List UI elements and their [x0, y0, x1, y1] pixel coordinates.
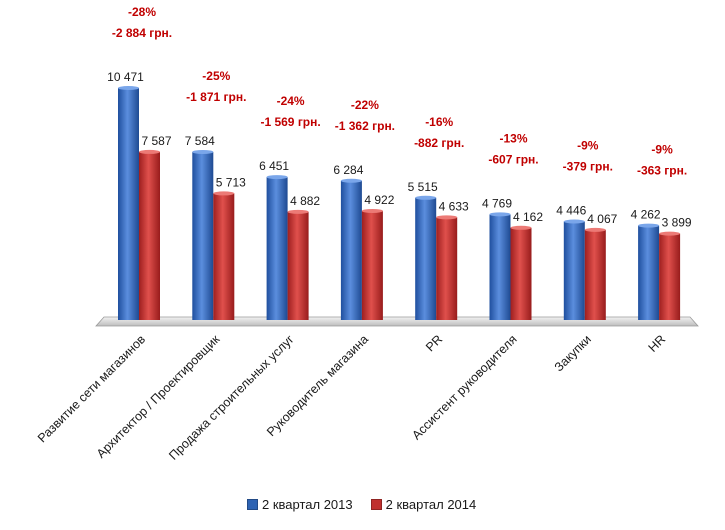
value-label-2014: 4 922 [364, 193, 394, 207]
value-label-2013: 6 284 [333, 163, 363, 177]
change-percent-label: -22% [351, 98, 379, 112]
bar-2014 [361, 210, 383, 320]
bar-top-2014 [213, 191, 235, 196]
bar-2013 [340, 180, 362, 320]
change-percent-label: -16% [425, 115, 453, 129]
value-label-2014: 4 067 [587, 212, 617, 226]
bar-2013 [489, 214, 511, 320]
bar-2014 [139, 151, 160, 320]
change-amount-label: -1 569 грн. [260, 115, 320, 129]
value-label-2013: 4 769 [482, 196, 512, 210]
value-label-2013: 4 262 [631, 208, 661, 222]
value-label-2013: 6 451 [259, 159, 289, 173]
bar-top-2014 [510, 225, 532, 230]
change-percent-label: -25% [202, 69, 230, 83]
value-label-2013: 4 446 [556, 203, 586, 217]
change-amount-label: -363 грн. [637, 164, 687, 178]
value-label-2014: 5 713 [216, 175, 246, 189]
value-label-2014: 3 899 [662, 216, 692, 230]
change-amount-label: -379 грн. [563, 159, 613, 173]
bar-top-2014 [287, 209, 309, 214]
legend-label-2013: 2 квартал 2013 [262, 497, 353, 512]
change-percent-label: -9% [577, 138, 599, 152]
category-label: Ассистент руководителя [409, 332, 519, 442]
bar-top-2013 [563, 219, 585, 224]
value-label-2014: 7 587 [141, 134, 171, 148]
category-label: HR [646, 332, 669, 355]
change-percent-label: -28% [128, 5, 156, 19]
bar-top-2014 [139, 149, 160, 154]
legend-label-2014: 2 квартал 2014 [385, 497, 477, 512]
change-amount-label: -607 грн. [488, 152, 538, 166]
bar-2013 [563, 221, 585, 320]
bar-2014 [436, 217, 458, 320]
bar-top-2013 [192, 149, 214, 154]
bar-2014 [584, 229, 606, 320]
value-label-2014: 4 162 [513, 210, 543, 224]
chart-floor [95, 316, 699, 327]
bar-2014 [510, 227, 532, 320]
change-percent-label: -9% [651, 143, 673, 157]
category-label: Продажа строительных услуг [166, 332, 297, 463]
value-label-2013: 10 471 [107, 70, 144, 84]
bar-2013 [638, 225, 660, 320]
value-label-2013: 5 515 [408, 180, 438, 194]
legend-item-2013: 2 квартал 2013 [247, 497, 353, 512]
change-amount-label: -882 грн. [414, 136, 464, 150]
bar-top-2013 [415, 195, 437, 200]
value-label-2014: 4 633 [439, 199, 469, 213]
bar-top-2013 [638, 223, 660, 228]
bar-top-2014 [361, 208, 383, 213]
category-label: PR [423, 332, 445, 354]
legend: 2 квартал 2013 2 квартал 2014 [247, 497, 494, 512]
bar-top-2014 [584, 227, 606, 232]
bar-2013 [192, 151, 214, 320]
bar-2013 [118, 88, 139, 320]
change-amount-label: -1 362 грн. [335, 119, 395, 133]
bar-2013 [266, 177, 288, 320]
legend-swatch-2014 [370, 499, 382, 510]
legend-item-2014: 2 квартал 2014 [370, 497, 477, 512]
legend-swatch-2013 [247, 499, 258, 510]
bar-top-2013 [266, 175, 288, 180]
change-percent-label: -24% [277, 94, 305, 108]
category-label: Архитектор / Проектировщик [94, 332, 223, 461]
value-label-2014: 4 882 [290, 194, 320, 208]
change-amount-label: -2 884 грн. [112, 26, 172, 40]
change-percent-label: -13% [499, 131, 527, 145]
bar-2013 [415, 197, 437, 320]
bar-top-2014 [659, 231, 681, 236]
change-amount-label: -1 871 грн. [186, 90, 246, 104]
bar-top-2013 [118, 86, 139, 90]
bar-top-2013 [340, 178, 362, 183]
value-label-2013: 7 584 [185, 134, 215, 148]
bar-2014 [213, 193, 235, 320]
bar-2014 [287, 211, 309, 320]
category-label: Закупки [552, 332, 594, 374]
bar-2014 [659, 233, 681, 320]
bar-top-2013 [489, 212, 511, 217]
bar-top-2014 [436, 215, 458, 220]
